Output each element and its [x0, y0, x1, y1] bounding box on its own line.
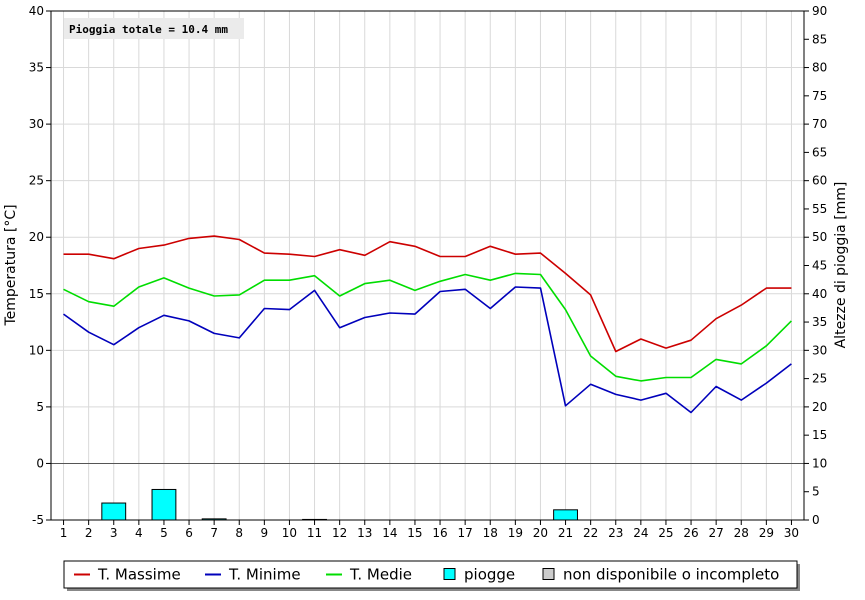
x-tick-label: 2 — [85, 526, 93, 540]
y-right-tick-label: 80 — [812, 61, 827, 75]
y-right-tick-label: 45 — [812, 259, 827, 273]
legend-swatch-box — [443, 568, 456, 580]
legend-label: T. Minime — [228, 566, 301, 584]
x-tick-label: 17 — [458, 526, 473, 540]
y-left-tick-label: 40 — [29, 4, 44, 18]
y-left-tick-label: 15 — [29, 287, 44, 301]
total-rain-annotation: Pioggia totale = 10.4 mm — [64, 18, 244, 39]
legend-swatch-box — [542, 568, 555, 580]
legend-label: T. Medie — [349, 566, 412, 584]
axes: -505101520253035400510152025303540455055… — [29, 4, 828, 540]
x-tick-label: 24 — [633, 526, 648, 540]
x-tick-label: 10 — [282, 526, 297, 540]
x-tick-label: 18 — [483, 526, 498, 540]
y-right-tick-label: 40 — [812, 287, 827, 301]
y-left-tick-label: 30 — [29, 117, 44, 131]
y-axis-left-title: Temperatura [°C] — [3, 204, 19, 326]
grid — [51, 10, 804, 521]
y-right-tick-label: 85 — [812, 32, 827, 46]
x-tick-label: 1 — [60, 526, 68, 540]
x-tick-label: 21 — [558, 526, 573, 540]
series-line-t-massime — [63, 235, 792, 353]
x-tick-label: 11 — [307, 526, 322, 540]
y-right-tick-label: 35 — [812, 315, 827, 329]
x-tick-label: 5 — [160, 526, 168, 540]
x-tick-label: 4 — [135, 526, 143, 540]
y-right-tick-label: 55 — [812, 202, 827, 216]
series-line-t-minime — [63, 286, 792, 414]
y-left-tick-label: 0 — [36, 456, 44, 470]
legend-label: T. Massime — [97, 566, 181, 584]
x-tick-label: 25 — [658, 526, 673, 540]
legend-box — [63, 560, 798, 589]
y-left-tick-label: 5 — [36, 400, 44, 414]
legend-label: piogge — [464, 566, 515, 584]
x-tick-label: 28 — [734, 526, 749, 540]
series-line-t-medie — [63, 272, 792, 382]
x-tick-label: 15 — [407, 526, 422, 540]
x-tick-label: 20 — [533, 526, 548, 540]
y-right-tick-label: 0 — [812, 513, 820, 527]
y-right-tick-label: 60 — [812, 174, 827, 188]
temperature-lines — [63, 235, 792, 414]
x-tick-label: 7 — [210, 526, 218, 540]
rain-bar — [101, 502, 127, 521]
y-right-tick-label: 75 — [812, 89, 827, 103]
y-right-tick-label: 65 — [812, 145, 827, 159]
x-tick-label: 6 — [185, 526, 193, 540]
x-tick-label: 8 — [235, 526, 243, 540]
annotation-text: Pioggia totale = 10.4 mm — [69, 23, 228, 36]
rain-bar — [553, 509, 578, 521]
x-tick-label: 13 — [357, 526, 372, 540]
y-right-tick-label: 30 — [812, 343, 827, 357]
y-right-tick-label: 20 — [812, 400, 827, 414]
x-tick-label: 27 — [709, 526, 724, 540]
x-tick-label: 14 — [382, 526, 397, 540]
x-tick-label: 29 — [759, 526, 774, 540]
x-tick-label: 3 — [110, 526, 118, 540]
annotation-box — [64, 18, 244, 39]
y-right-tick-label: 15 — [812, 428, 827, 442]
y-right-tick-label: 5 — [812, 485, 820, 499]
y-left-tick-label: -5 — [32, 513, 44, 527]
y-right-tick-label: 50 — [812, 230, 827, 244]
x-tick-label: 12 — [332, 526, 347, 540]
legend: T. Massime T. Minime T. Medie piogge non dis… — [63, 560, 800, 591]
y-left-tick-label: 20 — [29, 230, 44, 244]
y-right-tick-label: 90 — [812, 4, 827, 18]
y-left-tick-label: 35 — [29, 61, 44, 75]
x-tick-label: 9 — [261, 526, 269, 540]
y-right-tick-label: 70 — [812, 117, 827, 131]
x-tick-label: 19 — [508, 526, 523, 540]
x-tick-label: 16 — [432, 526, 447, 540]
x-tick-label: 30 — [784, 526, 799, 540]
y-axis-right-title: Altezze di pioggia [mm] — [833, 182, 849, 349]
plot-area — [51, 11, 804, 520]
y-left-tick-label: 25 — [29, 174, 44, 188]
y-right-tick-label: 25 — [812, 372, 827, 386]
y-right-tick-label: 10 — [812, 456, 827, 470]
x-tick-label: 23 — [608, 526, 623, 540]
x-tick-label: 22 — [583, 526, 598, 540]
x-tick-label: 26 — [683, 526, 698, 540]
y-left-tick-label: 10 — [29, 343, 44, 357]
legend-label: non disponibile o incompleto — [563, 566, 779, 584]
rain-bar — [151, 488, 177, 521]
